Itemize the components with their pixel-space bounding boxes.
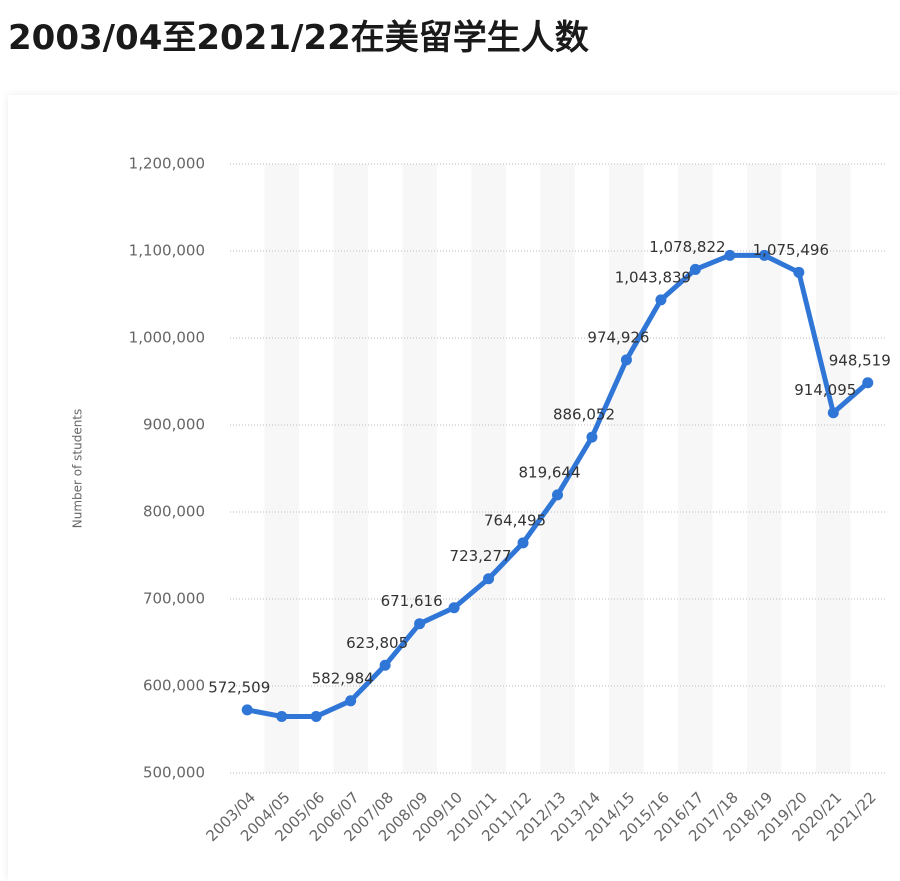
data-point (724, 249, 736, 261)
data-point (379, 659, 391, 671)
data-point (655, 294, 667, 306)
value-label: 671,616 (381, 592, 443, 610)
data-point (448, 602, 460, 614)
band-shade (264, 164, 299, 773)
band-shade (402, 164, 437, 773)
y-tick-label: 1,200,000 (129, 155, 205, 173)
data-point (793, 266, 805, 278)
value-label: 819,644 (518, 463, 580, 481)
y-tick-label: 700,000 (143, 590, 205, 608)
y-tick-label: 900,000 (143, 416, 205, 434)
data-point (241, 704, 253, 716)
value-label: 886,052 (553, 406, 615, 424)
data-point (586, 431, 598, 443)
band-shade (471, 164, 506, 773)
y-tick-label: 1,100,000 (129, 242, 205, 260)
band-shade (540, 164, 575, 773)
value-label: 764,495 (484, 511, 546, 529)
band-shade (747, 164, 782, 773)
y-tick-label: 500,000 (143, 764, 205, 782)
y-axis-label: Number of students (71, 409, 85, 529)
value-label: 914,095 (794, 381, 856, 399)
data-point (620, 354, 632, 366)
chart-title: 2003/04至2021/22在美留学生人数 (8, 18, 589, 58)
value-label: 974,926 (587, 328, 649, 346)
value-label: 1,078,822 (649, 238, 725, 256)
data-point (276, 710, 288, 722)
data-point (310, 710, 322, 722)
value-label: 948,519 (829, 351, 891, 369)
data-point (552, 489, 563, 501)
band-shade (333, 164, 368, 773)
y-tick-label: 600,000 (143, 677, 205, 695)
value-label: 723,277 (450, 547, 512, 565)
y-tick-label: 800,000 (143, 503, 205, 521)
data-point (414, 618, 426, 630)
data-point (517, 537, 529, 549)
data-point (483, 573, 495, 585)
data-point (758, 249, 770, 261)
data-point (862, 377, 874, 389)
value-label: 582,984 (312, 669, 374, 687)
value-label: 572,509 (208, 678, 270, 696)
band-shade (609, 164, 644, 773)
value-label: 623,805 (346, 634, 408, 652)
value-label: 1,043,839 (615, 268, 691, 286)
data-point (827, 407, 839, 419)
band-shade (816, 164, 851, 773)
data-point (689, 263, 701, 275)
y-tick-label: 1,000,000 (129, 329, 205, 347)
value-label: 1,075,496 (753, 241, 829, 259)
data-point (345, 695, 357, 707)
